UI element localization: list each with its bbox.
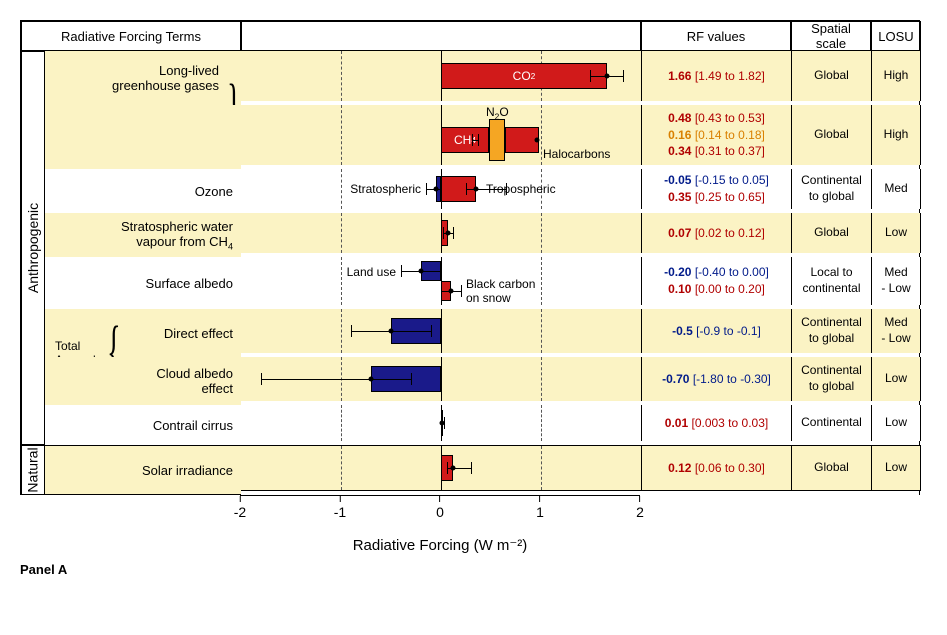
inline-label: N2O [486, 105, 509, 121]
header-scale: Spatial scale [791, 21, 871, 51]
x-tick: 2 [636, 496, 644, 520]
x-tick: -1 [334, 496, 346, 520]
radiative-forcing-chart: Radiative Forcing Terms RF valuesSpatial … [20, 20, 920, 577]
inline-label: Land use [347, 265, 396, 279]
header-plot [241, 21, 641, 51]
spatial-scale-solar: Global [791, 445, 871, 491]
bar-co2: CO2 [441, 63, 607, 89]
x-tick: -2 [234, 496, 246, 520]
spatial-scale-ozone: Continental to global [791, 169, 871, 209]
inline-label: Stratospheric [350, 182, 421, 196]
inline-label: Halocarbons [543, 147, 610, 161]
x-axis: -2-1012 [240, 495, 640, 536]
panel-label: Panel A [20, 562, 920, 577]
rf-values-aerosol-direct: -0.5 [-0.9 to -0.1] [641, 309, 791, 353]
bar-area-aerosol-direct [241, 309, 641, 353]
bar-area-albedo: Land use Black carbonon snow [241, 257, 641, 305]
spatial-scale-strat-h2o: Global [791, 213, 871, 253]
spatial-scale-aerosol-direct: Continental to global [791, 309, 871, 353]
x-axis-label: Radiative Forcing (W m⁻²) [240, 536, 640, 554]
rf-values-strat-h2o: 0.07 [0.02 to 0.12] [641, 213, 791, 253]
x-tick: 1 [536, 496, 544, 520]
bar-n2o [489, 119, 505, 161]
inline-label: Tropospheric [486, 182, 556, 196]
spatial-scale-albedo: Local to continental [791, 257, 871, 305]
vlabel-anthropogenic: Anthropogenic [21, 51, 45, 445]
spatial-scale-ghg-co2: Global [791, 51, 871, 101]
losu-albedo: Med - Low [871, 257, 921, 305]
losu-solar: Low [871, 445, 921, 491]
rf-values-aerosol-cloud: -0.70 [-1.80 to -0.30] [641, 357, 791, 401]
spatial-scale-ghg-others: Global [791, 105, 871, 165]
bar-area-strat-h2o [241, 213, 641, 253]
vlabel-natural: Natural [21, 445, 45, 495]
header-losu: LOSU [871, 21, 921, 51]
rf-values-contrail: 0.01 [0.003 to 0.03] [641, 405, 791, 441]
bar-area-solar [241, 445, 641, 491]
row-label-solar: Solar irradiance [45, 445, 241, 495]
spatial-scale-aerosol-cloud: Continental to global [791, 357, 871, 401]
rf-values-albedo: -0.20 [-0.40 to 0.00]0.10 [0.00 to 0.20] [641, 257, 791, 305]
bar-area-aerosol-cloud [241, 357, 641, 401]
bar-ch4: CH4 [441, 127, 489, 153]
row-label-ozone: Ozone [45, 169, 241, 213]
bar-area-ozone: Stratospheric Tropospheric [241, 169, 641, 209]
inline-label: Black carbon [466, 277, 535, 291]
losu-aerosol-direct: Med - Low [871, 309, 921, 353]
losu-strat-h2o: Low [871, 213, 921, 253]
rf-values-ghg-others: 0.48 [0.43 to 0.53]0.16 [0.14 to 0.18]0.… [641, 105, 791, 165]
row-label-ghg-co2: Long-livedgreenhouse gases} [45, 51, 241, 105]
rf-values-solar: 0.12 [0.06 to 0.30] [641, 445, 791, 491]
header-terms: Radiative Forcing Terms [21, 21, 241, 51]
rf-values-ozone: -0.05 [-0.15 to 0.05]0.35 [0.25 to 0.65] [641, 169, 791, 209]
header-rf: RF values [641, 21, 791, 51]
row-label-ghg-others [45, 105, 241, 169]
rf-values-ghg-co2: 1.66 [1.49 to 1.82] [641, 51, 791, 101]
losu-ozone: Med [871, 169, 921, 209]
bar-area-contrail [241, 405, 641, 441]
row-label-albedo: Surface albedo [45, 257, 241, 309]
row-label-strat-h2o: Stratospheric watervapour from CH4 [45, 213, 241, 257]
bar-area-ghg-co2: CO2 [241, 51, 641, 101]
spatial-scale-contrail: Continental [791, 405, 871, 441]
losu-aerosol-cloud: Low [871, 357, 921, 401]
losu-ghg-co2: High [871, 51, 921, 101]
bar-area-ghg-others: CH4 N2O Halocarbons [241, 105, 641, 165]
row-label-aerosol-cloud: Cloud albedoeffect [45, 357, 241, 405]
row-label-contrail: Contrail cirrus [45, 405, 241, 445]
losu-contrail: Low [871, 405, 921, 441]
inline-label: on snow [466, 291, 511, 305]
row-label-aerosol-direct: Total Aerosol{Direct effect [45, 309, 241, 357]
losu-ghg-others: High [871, 105, 921, 165]
x-tick: 0 [436, 496, 444, 520]
